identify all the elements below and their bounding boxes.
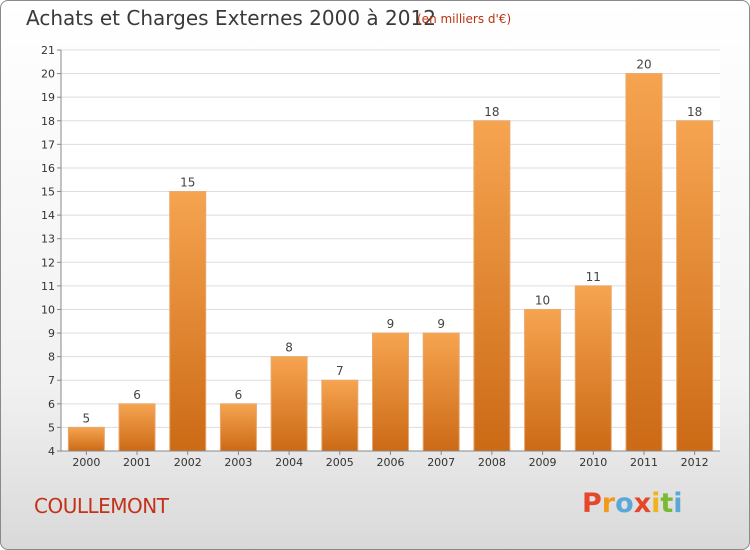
bar-value-label: 9 bbox=[387, 317, 395, 331]
bar bbox=[422, 332, 460, 452]
logo-letter: r bbox=[601, 488, 616, 519]
bar-value-label: 5 bbox=[83, 411, 91, 425]
x-tick-label: 2008 bbox=[478, 456, 506, 469]
logo-letter: i bbox=[651, 488, 661, 519]
y-tick-label: 14 bbox=[41, 209, 55, 222]
bar-value-label: 18 bbox=[687, 105, 702, 119]
x-tick-label: 2005 bbox=[326, 456, 354, 469]
logo-letter: x bbox=[633, 488, 652, 519]
y-tick-label: 19 bbox=[41, 91, 55, 104]
bar bbox=[67, 426, 105, 452]
logo-letter: o bbox=[615, 488, 634, 519]
bar-value-label: 15 bbox=[180, 176, 195, 190]
bar bbox=[169, 191, 207, 452]
y-tick-label: 17 bbox=[41, 138, 55, 151]
x-tick-label: 2000 bbox=[72, 456, 100, 469]
y-tick-label: 4 bbox=[48, 445, 55, 458]
bar bbox=[219, 403, 257, 452]
x-tick-label: 2003 bbox=[224, 456, 252, 469]
y-tick-label: 10 bbox=[41, 303, 55, 316]
y-tick-label: 11 bbox=[41, 280, 55, 293]
x-tick-label: 2011 bbox=[630, 456, 658, 469]
bar-value-label: 18 bbox=[484, 105, 499, 119]
y-tick-label: 15 bbox=[41, 186, 55, 199]
y-tick-label: 21 bbox=[41, 44, 55, 57]
bar bbox=[676, 120, 714, 452]
x-tick-label: 2006 bbox=[377, 456, 405, 469]
bar bbox=[524, 308, 562, 452]
x-tick-label: 2012 bbox=[681, 456, 709, 469]
bar-value-label: 10 bbox=[535, 293, 550, 307]
bar bbox=[625, 73, 663, 452]
bar-value-label: 6 bbox=[133, 388, 141, 402]
bar bbox=[574, 285, 612, 452]
y-tick-label: 5 bbox=[48, 421, 55, 434]
bar-value-label: 20 bbox=[636, 58, 651, 72]
chart-subtitle: (en milliers d'€) bbox=[417, 12, 512, 26]
commune-name: COULLEMONT bbox=[34, 494, 169, 518]
axis-layer: 4 5 6 7 8 9 10 11 12 13 14 15 16 17 18 19 20 21 2000 2001 20… bbox=[41, 44, 720, 469]
bar bbox=[321, 379, 359, 452]
x-tick-label: 2010 bbox=[579, 456, 607, 469]
chart-title: Achats et Charges Externes 2000 à 2012 bbox=[26, 6, 436, 30]
bars-layer: 5 6 15 6 8 7 9 9 18 10 11 20 18 bbox=[67, 58, 714, 452]
bar-value-label: 6 bbox=[235, 388, 243, 402]
y-tick-label: 6 bbox=[48, 398, 55, 411]
bar-value-label: 7 bbox=[336, 364, 344, 378]
y-tick-label: 12 bbox=[41, 256, 55, 269]
y-tick-label: 13 bbox=[41, 233, 55, 246]
x-tick-label: 2004 bbox=[275, 456, 303, 469]
logo-letter: t bbox=[660, 488, 674, 519]
logo-letter: P bbox=[582, 488, 602, 519]
y-tick-label: 16 bbox=[41, 162, 55, 175]
bar bbox=[372, 332, 409, 452]
x-tick-label: 2009 bbox=[529, 456, 557, 469]
y-tick-label: 9 bbox=[48, 327, 55, 340]
x-tick-label: 2002 bbox=[174, 456, 202, 469]
bar-value-label: 9 bbox=[437, 317, 445, 331]
x-tick-label: 2007 bbox=[427, 456, 455, 469]
x-tick-label: 2001 bbox=[123, 456, 151, 469]
logo-letter: i bbox=[673, 488, 683, 519]
y-tick-label: 7 bbox=[48, 374, 55, 387]
bar bbox=[473, 120, 511, 452]
bar-value-label: 11 bbox=[586, 270, 601, 284]
y-tick-label: 20 bbox=[41, 68, 55, 81]
bar bbox=[118, 403, 156, 452]
y-tick-label: 18 bbox=[41, 115, 55, 128]
bar-value-label: 8 bbox=[285, 341, 293, 355]
y-tick-label: 8 bbox=[48, 351, 55, 364]
bar bbox=[270, 356, 308, 452]
proxiti-logo: Proxiti bbox=[582, 488, 683, 519]
